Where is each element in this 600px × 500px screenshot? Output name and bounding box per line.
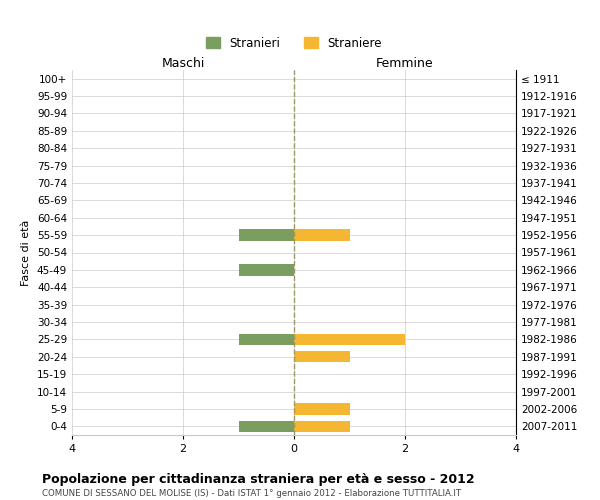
Bar [294,334,405,345]
Text: Femmine: Femmine [376,57,434,70]
Bar [239,230,294,241]
Bar [239,420,294,432]
Bar [294,420,349,432]
Legend: Stranieri, Straniere: Stranieri, Straniere [201,32,387,54]
Text: Maschi: Maschi [161,57,205,70]
Y-axis label: Anni di nascita: Anni di nascita [597,211,600,294]
Text: Popolazione per cittadinanza straniera per età e sesso - 2012: Popolazione per cittadinanza straniera p… [42,472,475,486]
Bar [239,334,294,345]
Bar [294,230,349,241]
Bar [294,351,349,362]
Y-axis label: Fasce di età: Fasce di età [22,220,31,286]
Text: COMUNE DI SESSANO DEL MOLISE (IS) - Dati ISTAT 1° gennaio 2012 - Elaborazione TU: COMUNE DI SESSANO DEL MOLISE (IS) - Dati… [42,489,461,498]
Bar [294,404,349,414]
Bar [239,264,294,276]
